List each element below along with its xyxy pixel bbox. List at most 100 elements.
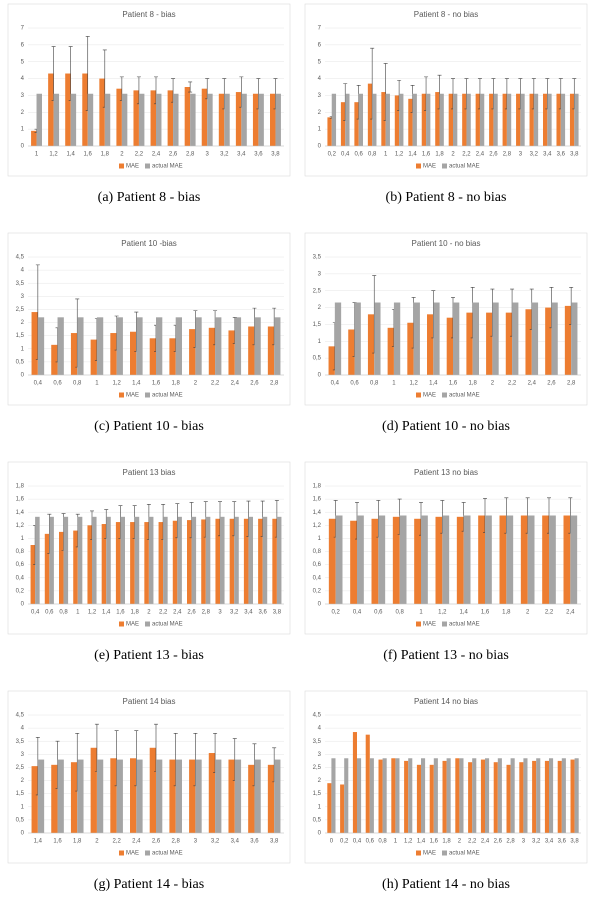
- bar: [241, 93, 247, 146]
- x-tick-label: 3,6: [557, 152, 566, 158]
- x-tick-label: 1: [419, 610, 423, 616]
- bar: [442, 515, 450, 604]
- x-tick-label: 3: [522, 839, 526, 845]
- x-tick-label: 0,6: [53, 381, 62, 387]
- bar: [215, 518, 220, 604]
- legend-swatch: [442, 621, 447, 627]
- legend-label: actual MAE: [152, 851, 183, 857]
- bar: [459, 758, 464, 833]
- bar: [82, 73, 88, 146]
- y-tick-label: 4: [21, 76, 25, 82]
- x-tick-label: 3,8: [270, 839, 279, 845]
- bar: [561, 758, 566, 833]
- y-tick-label: 4: [21, 268, 25, 274]
- legend-label: MAE: [126, 622, 139, 628]
- bar: [276, 516, 282, 604]
- bar: [48, 73, 54, 146]
- bar: [357, 515, 364, 604]
- x-tick-label: 2: [451, 152, 455, 158]
- bar: [348, 329, 355, 375]
- bar: [512, 302, 519, 375]
- x-tick-label: 1,4: [66, 152, 75, 158]
- x-tick-label: 1,2: [88, 610, 97, 616]
- x-tick-label: 2,2: [112, 839, 121, 845]
- bar: [433, 758, 438, 833]
- chart-title: Patient 14 no bias: [414, 697, 478, 706]
- bar: [551, 302, 558, 375]
- bar: [173, 93, 179, 146]
- y-tick-label: 3: [21, 294, 25, 300]
- bar: [493, 93, 498, 146]
- legend-swatch: [416, 621, 421, 627]
- bar: [354, 302, 361, 375]
- x-tick-label: 2,6: [547, 381, 556, 387]
- bar: [345, 93, 350, 146]
- bar: [258, 93, 264, 146]
- y-tick-label: 1: [21, 346, 25, 352]
- chart-title: Patient 14 bias: [123, 697, 176, 706]
- y-tick-label: 1,8: [16, 484, 25, 490]
- x-tick-label: 2,6: [250, 381, 259, 387]
- bar: [569, 93, 575, 146]
- bar: [270, 93, 276, 146]
- x-tick-label: 2,4: [528, 381, 537, 387]
- bar: [427, 314, 434, 375]
- bar: [77, 759, 84, 833]
- bar: [120, 516, 125, 604]
- x-tick-label: 3,8: [271, 152, 280, 158]
- y-tick-label: 4: [318, 76, 322, 82]
- bar: [570, 759, 575, 833]
- y-tick-label: 2,5: [313, 288, 322, 294]
- bar: [416, 764, 421, 833]
- bar: [51, 764, 58, 833]
- x-tick-label: 0,8: [59, 610, 68, 616]
- legend-swatch: [416, 392, 421, 398]
- legend-swatch: [442, 392, 447, 398]
- bar: [478, 515, 485, 604]
- bar: [382, 758, 387, 833]
- y-tick-label: 5: [318, 59, 322, 65]
- x-tick-label: 0,6: [355, 152, 364, 158]
- bar: [136, 317, 143, 375]
- y-tick-label: 5: [21, 59, 25, 65]
- bar: [205, 516, 211, 604]
- x-tick-label: 3,2: [220, 152, 229, 158]
- x-tick-label: 0,8: [378, 839, 387, 845]
- bar: [87, 93, 94, 146]
- y-tick-label: 6: [21, 42, 25, 48]
- bar: [545, 307, 552, 375]
- bar: [104, 93, 111, 146]
- legend-swatch: [145, 392, 150, 398]
- bar: [549, 758, 554, 833]
- y-tick-label: 3: [318, 752, 322, 758]
- x-tick-label: 3: [206, 152, 210, 158]
- y-tick-label: 3,5: [16, 281, 25, 287]
- bar: [523, 758, 528, 833]
- x-tick-label: 2: [194, 381, 198, 387]
- x-tick-label: 0,8: [395, 610, 404, 616]
- x-tick-label: 1: [392, 381, 396, 387]
- bar: [331, 758, 336, 833]
- legend-swatch: [119, 621, 124, 627]
- bar: [90, 339, 97, 375]
- bar: [235, 92, 242, 146]
- x-tick-label: 3,6: [250, 839, 259, 845]
- chart-title: Patient 13 no bias: [414, 468, 478, 477]
- legend-swatch: [145, 850, 150, 856]
- x-tick-label: 2: [95, 839, 99, 845]
- bar: [433, 302, 440, 375]
- bar: [121, 93, 128, 146]
- x-tick-label: 1: [35, 152, 39, 158]
- bar: [421, 758, 426, 833]
- bar: [442, 760, 447, 833]
- bar: [87, 525, 92, 604]
- x-tick-label: 0,4: [353, 610, 362, 616]
- bar: [116, 759, 123, 833]
- legend-swatch: [119, 392, 124, 398]
- bar: [574, 758, 579, 833]
- bar: [387, 327, 394, 375]
- bar: [272, 518, 277, 604]
- bar: [549, 515, 556, 604]
- y-tick-label: 1: [21, 536, 25, 542]
- bar: [352, 732, 357, 833]
